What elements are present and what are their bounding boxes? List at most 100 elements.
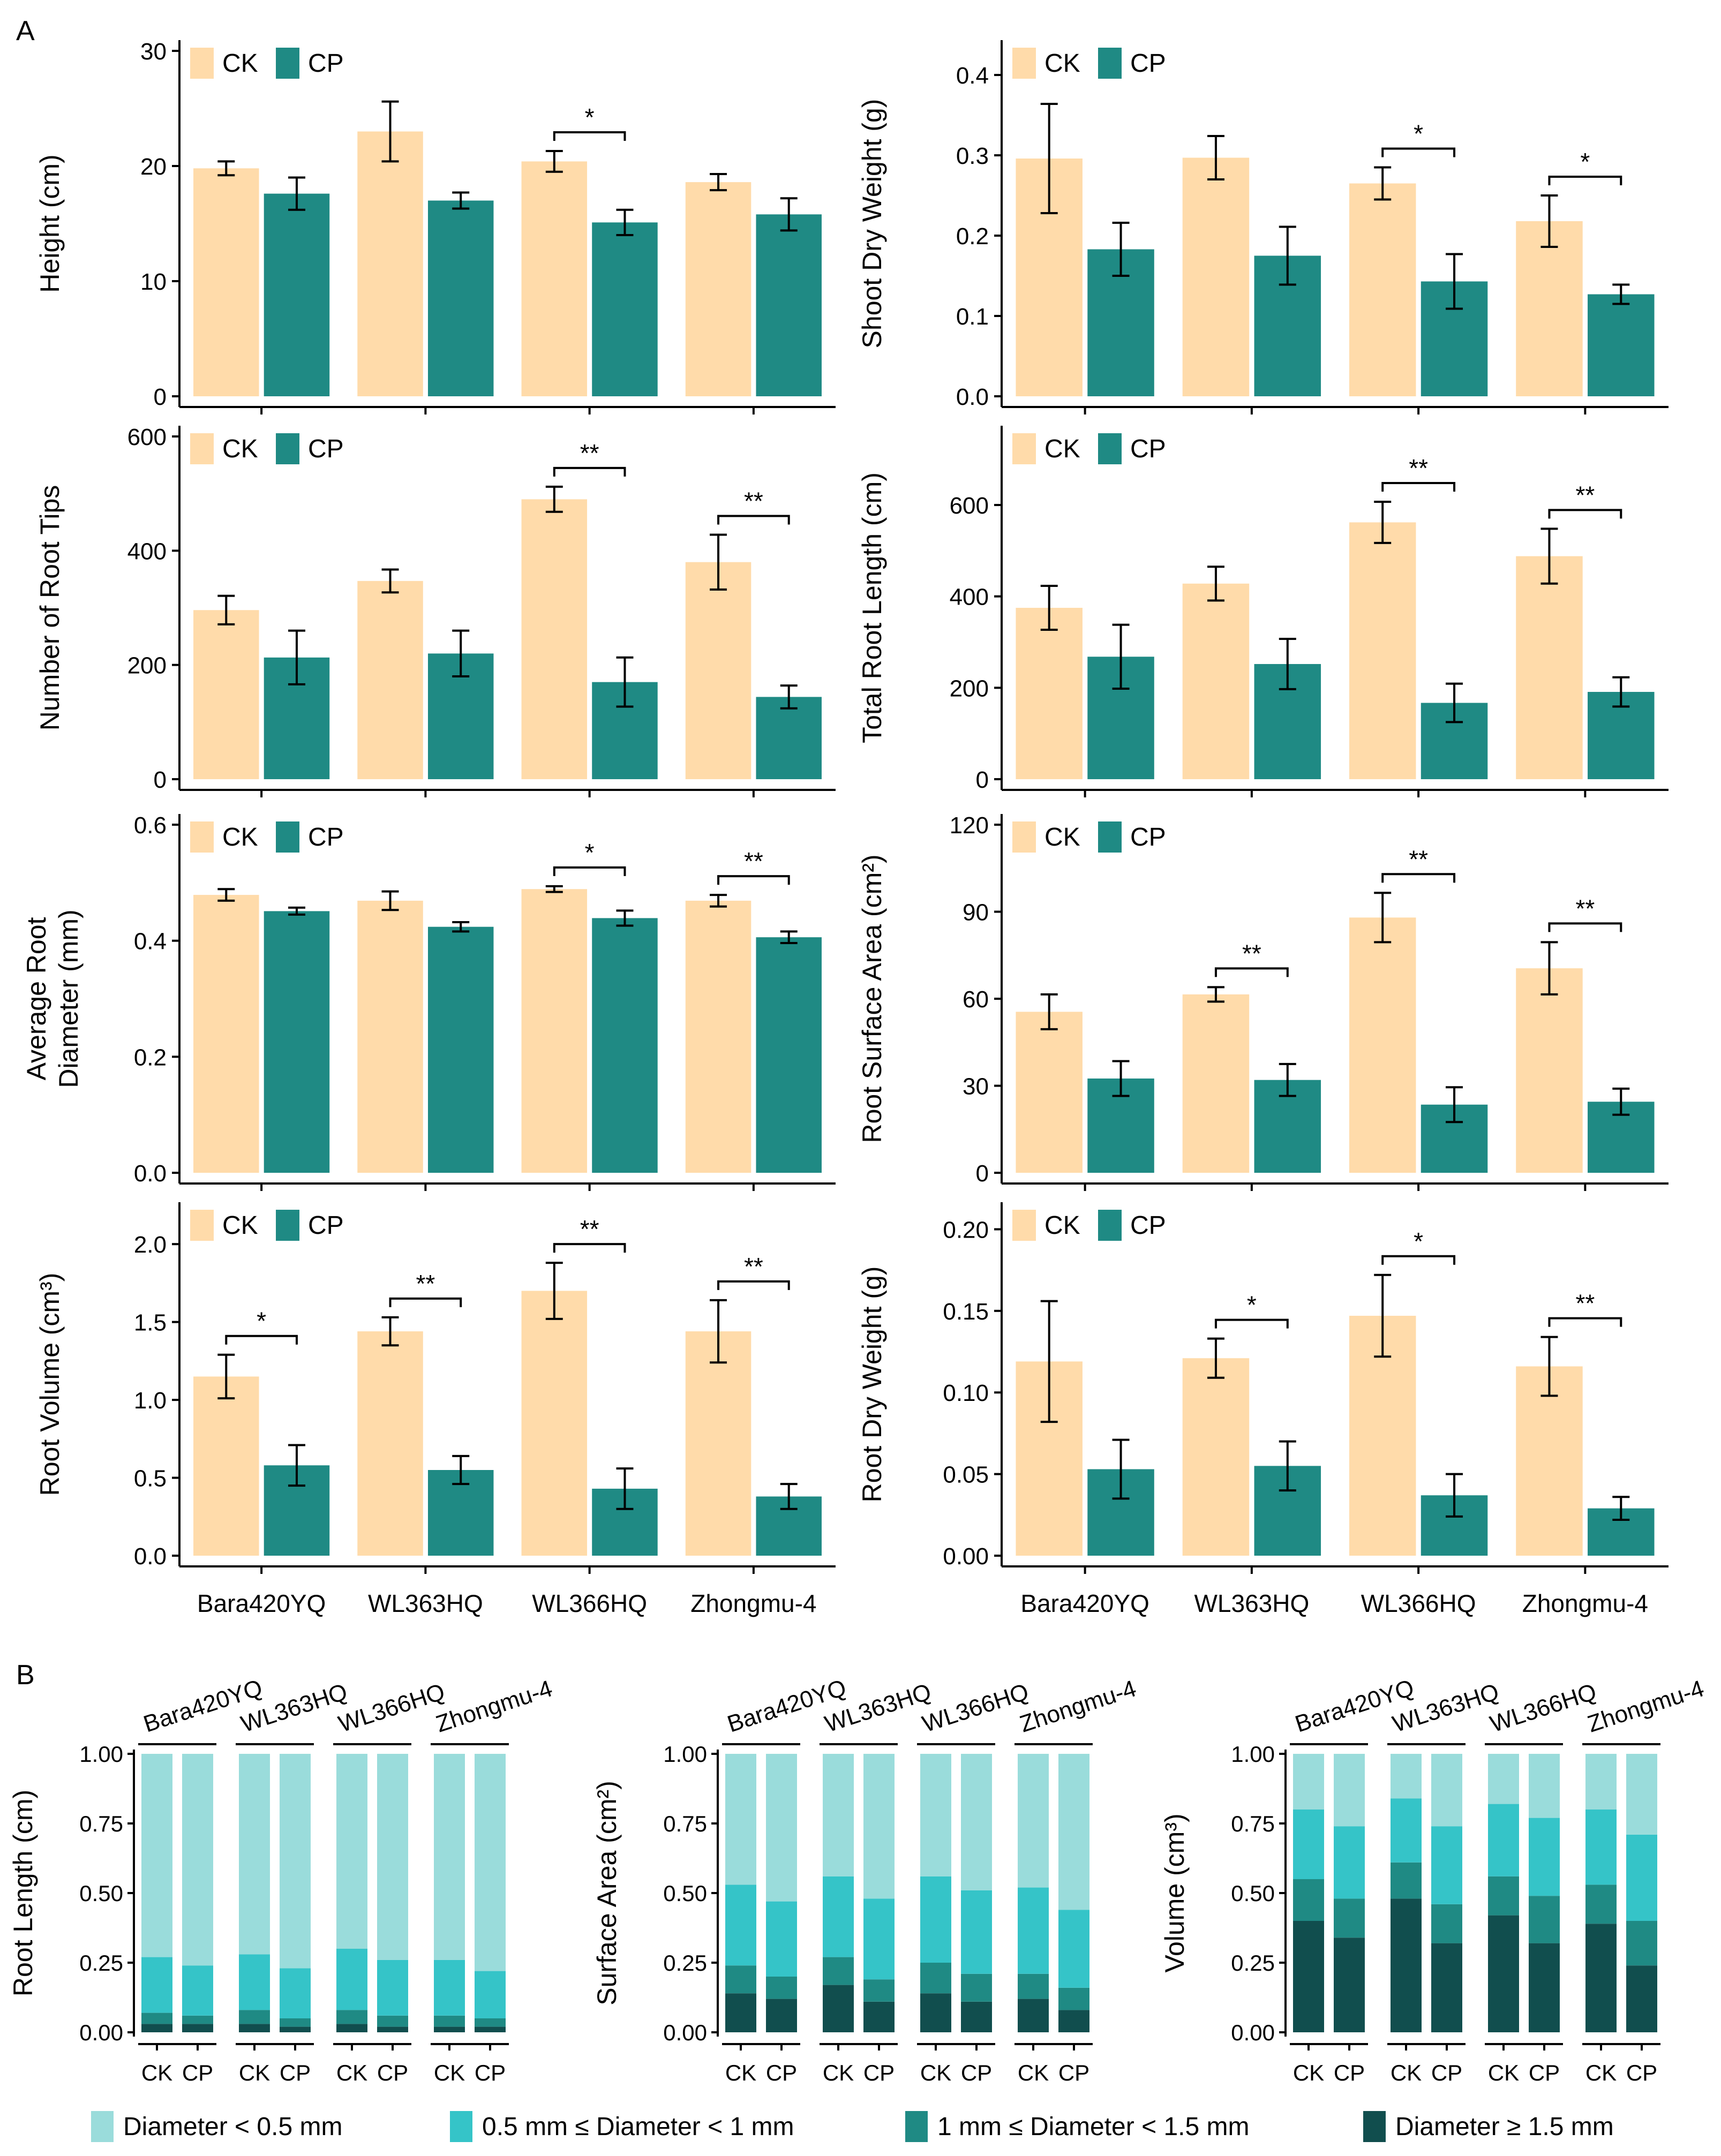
- stack-segment: [961, 1973, 992, 2002]
- bar-ck-zhongmu-4: [1516, 1366, 1583, 1556]
- legend-swatch-cp: [276, 48, 299, 79]
- bar-ck-wl363hq: [357, 1331, 423, 1556]
- x-tick-label: WL366HQ: [532, 1589, 647, 1617]
- stack-segment: [475, 1971, 506, 2018]
- bar-ck-wl363hq: [357, 131, 423, 396]
- legend-swatch: [450, 2111, 472, 2142]
- x-tick-label: Bara420YQ: [197, 1589, 326, 1617]
- legend-swatch-ck: [190, 433, 214, 464]
- stack-segment: [475, 1754, 506, 1971]
- bar-chart-rootdry: 0.00 0.05 0.10 0.15 0.20 Root Dry Weight (g) B…: [857, 1202, 1669, 1617]
- y-axis-label: Root Volume (cm³): [35, 1273, 65, 1496]
- stack-segment: [1431, 1826, 1462, 1904]
- x-tick-label: CK: [1293, 2060, 1324, 2085]
- significance-bracket: [717, 515, 790, 525]
- stack-segment: [239, 2024, 270, 2032]
- stack-segment: [863, 1979, 895, 2002]
- bar-ck-zhongmu-4: [1516, 556, 1583, 779]
- bar-cp-wl366hq: [592, 222, 658, 396]
- y-tick-label: 0.75: [79, 1811, 123, 1836]
- significance-label: *: [1247, 1291, 1257, 1319]
- bar-charts: 0 10 20 30 Height (cm) * CK CP 0.0 0.1 0.2 0.3 0.4 Sh…: [21, 39, 1669, 1617]
- stack-segment: [1293, 1754, 1324, 1810]
- legend-label-cp: CP: [1130, 1211, 1166, 1240]
- panel-b-label: B: [16, 1660, 35, 1691]
- x-tick-label: Bara420YQ: [1020, 1589, 1149, 1617]
- stack-segment: [1488, 1804, 1519, 1876]
- x-tick-label: CK: [725, 2060, 756, 2085]
- bar-ck-wl366hq: [521, 499, 588, 779]
- bar-cp-zhongmu-4: [756, 697, 822, 779]
- stack-segment: [1431, 1904, 1462, 1943]
- legend-label-cp: CP: [1130, 435, 1166, 463]
- significance-bracket: [1214, 1318, 1289, 1329]
- stack-segment: [377, 1754, 408, 1960]
- bar-ck-wl366hq: [1349, 522, 1416, 779]
- bar-ck-wl366hq: [521, 889, 588, 1173]
- x-tick-label: CK: [823, 2060, 854, 2085]
- legend-label-ck: CK: [222, 823, 258, 851]
- bar-ck-zhongmu-4: [1516, 968, 1583, 1173]
- legend-swatch-cp: [1098, 1210, 1122, 1241]
- legend-swatch-ck: [190, 1210, 214, 1241]
- stack-segment: [961, 1754, 992, 1890]
- significance-label: **: [1409, 845, 1428, 873]
- stack-segment: [336, 2010, 367, 2024]
- stack-segment: [920, 1876, 951, 1963]
- stack-segment: [1058, 2010, 1089, 2032]
- stack-segment: [766, 1754, 797, 1902]
- bar-ck-bara420yq: [1016, 1012, 1083, 1173]
- y-tick-label: 400: [950, 584, 989, 610]
- stack-segment: [920, 1963, 951, 1994]
- stack-segment: [239, 1954, 270, 2010]
- legend-label-ck: CK: [1044, 435, 1080, 463]
- y-tick-label: 0.00: [663, 2020, 707, 2045]
- legend-swatch-cp: [276, 821, 299, 853]
- stack-segment: [1391, 1898, 1422, 2032]
- panel-a-label: A: [16, 16, 35, 47]
- stack-segment: [1018, 1887, 1049, 1974]
- x-tick-label: CP: [182, 2060, 213, 2085]
- stack-segment: [725, 1754, 756, 1885]
- stack-segment: [823, 1957, 854, 1985]
- bar-ck-zhongmu-4: [685, 182, 751, 396]
- y-tick-label: 10: [140, 269, 167, 295]
- stack-segment: [1488, 1915, 1519, 2032]
- stack-segment: [1058, 1987, 1089, 2010]
- bar-cp-bara420yq: [264, 193, 330, 396]
- stack-segment: [280, 2026, 311, 2032]
- stack-segment: [141, 2024, 172, 2032]
- y-tick-label: 0.75: [1231, 1811, 1275, 1836]
- significance-label: **: [580, 1215, 599, 1243]
- bar-ck-zhongmu-4: [685, 1331, 751, 1556]
- bar-chart-shoot: 0.0 0.1 0.2 0.3 0.4 Shoot Dry Weight (g) * * CK C…: [857, 40, 1669, 414]
- bar-chart-tips: 0 200 400 600 Number of Root Tips ** ** CK CP: [35, 424, 836, 797]
- x-tick-label: CP: [766, 2060, 797, 2085]
- stack-segment: [1018, 1999, 1049, 2032]
- bar-ck-bara420yq: [1016, 608, 1083, 779]
- stack-segment: [823, 1876, 854, 1957]
- stack-segment: [920, 1754, 951, 1876]
- stack-segment: [377, 2026, 408, 2032]
- y-tick-label: 0.75: [663, 1811, 707, 1836]
- y-tick-label: 400: [127, 538, 167, 564]
- stack-segment: [182, 2024, 213, 2032]
- significance-bracket: [553, 131, 626, 141]
- stack-segment: [475, 2018, 506, 2027]
- stack-segment: [1626, 1754, 1657, 1835]
- legend-swatch-ck: [190, 821, 214, 853]
- legend-label-cp: CP: [308, 435, 344, 463]
- x-tick-label: CP: [1626, 2060, 1657, 2085]
- y-axis-label: Root Surface Area (cm²): [857, 854, 887, 1143]
- legend-swatch-ck: [1012, 821, 1036, 853]
- stack-segment: [1018, 1973, 1049, 1999]
- bar-ck-wl363hq: [1182, 157, 1250, 396]
- x-tick-label: CP: [280, 2060, 311, 2085]
- legend-label: Diameter ≥ 1.5 mm: [1395, 2113, 1614, 2141]
- stack-segment: [725, 1884, 756, 1966]
- significance-label: **: [1242, 939, 1261, 967]
- significance-label: **: [416, 1270, 435, 1298]
